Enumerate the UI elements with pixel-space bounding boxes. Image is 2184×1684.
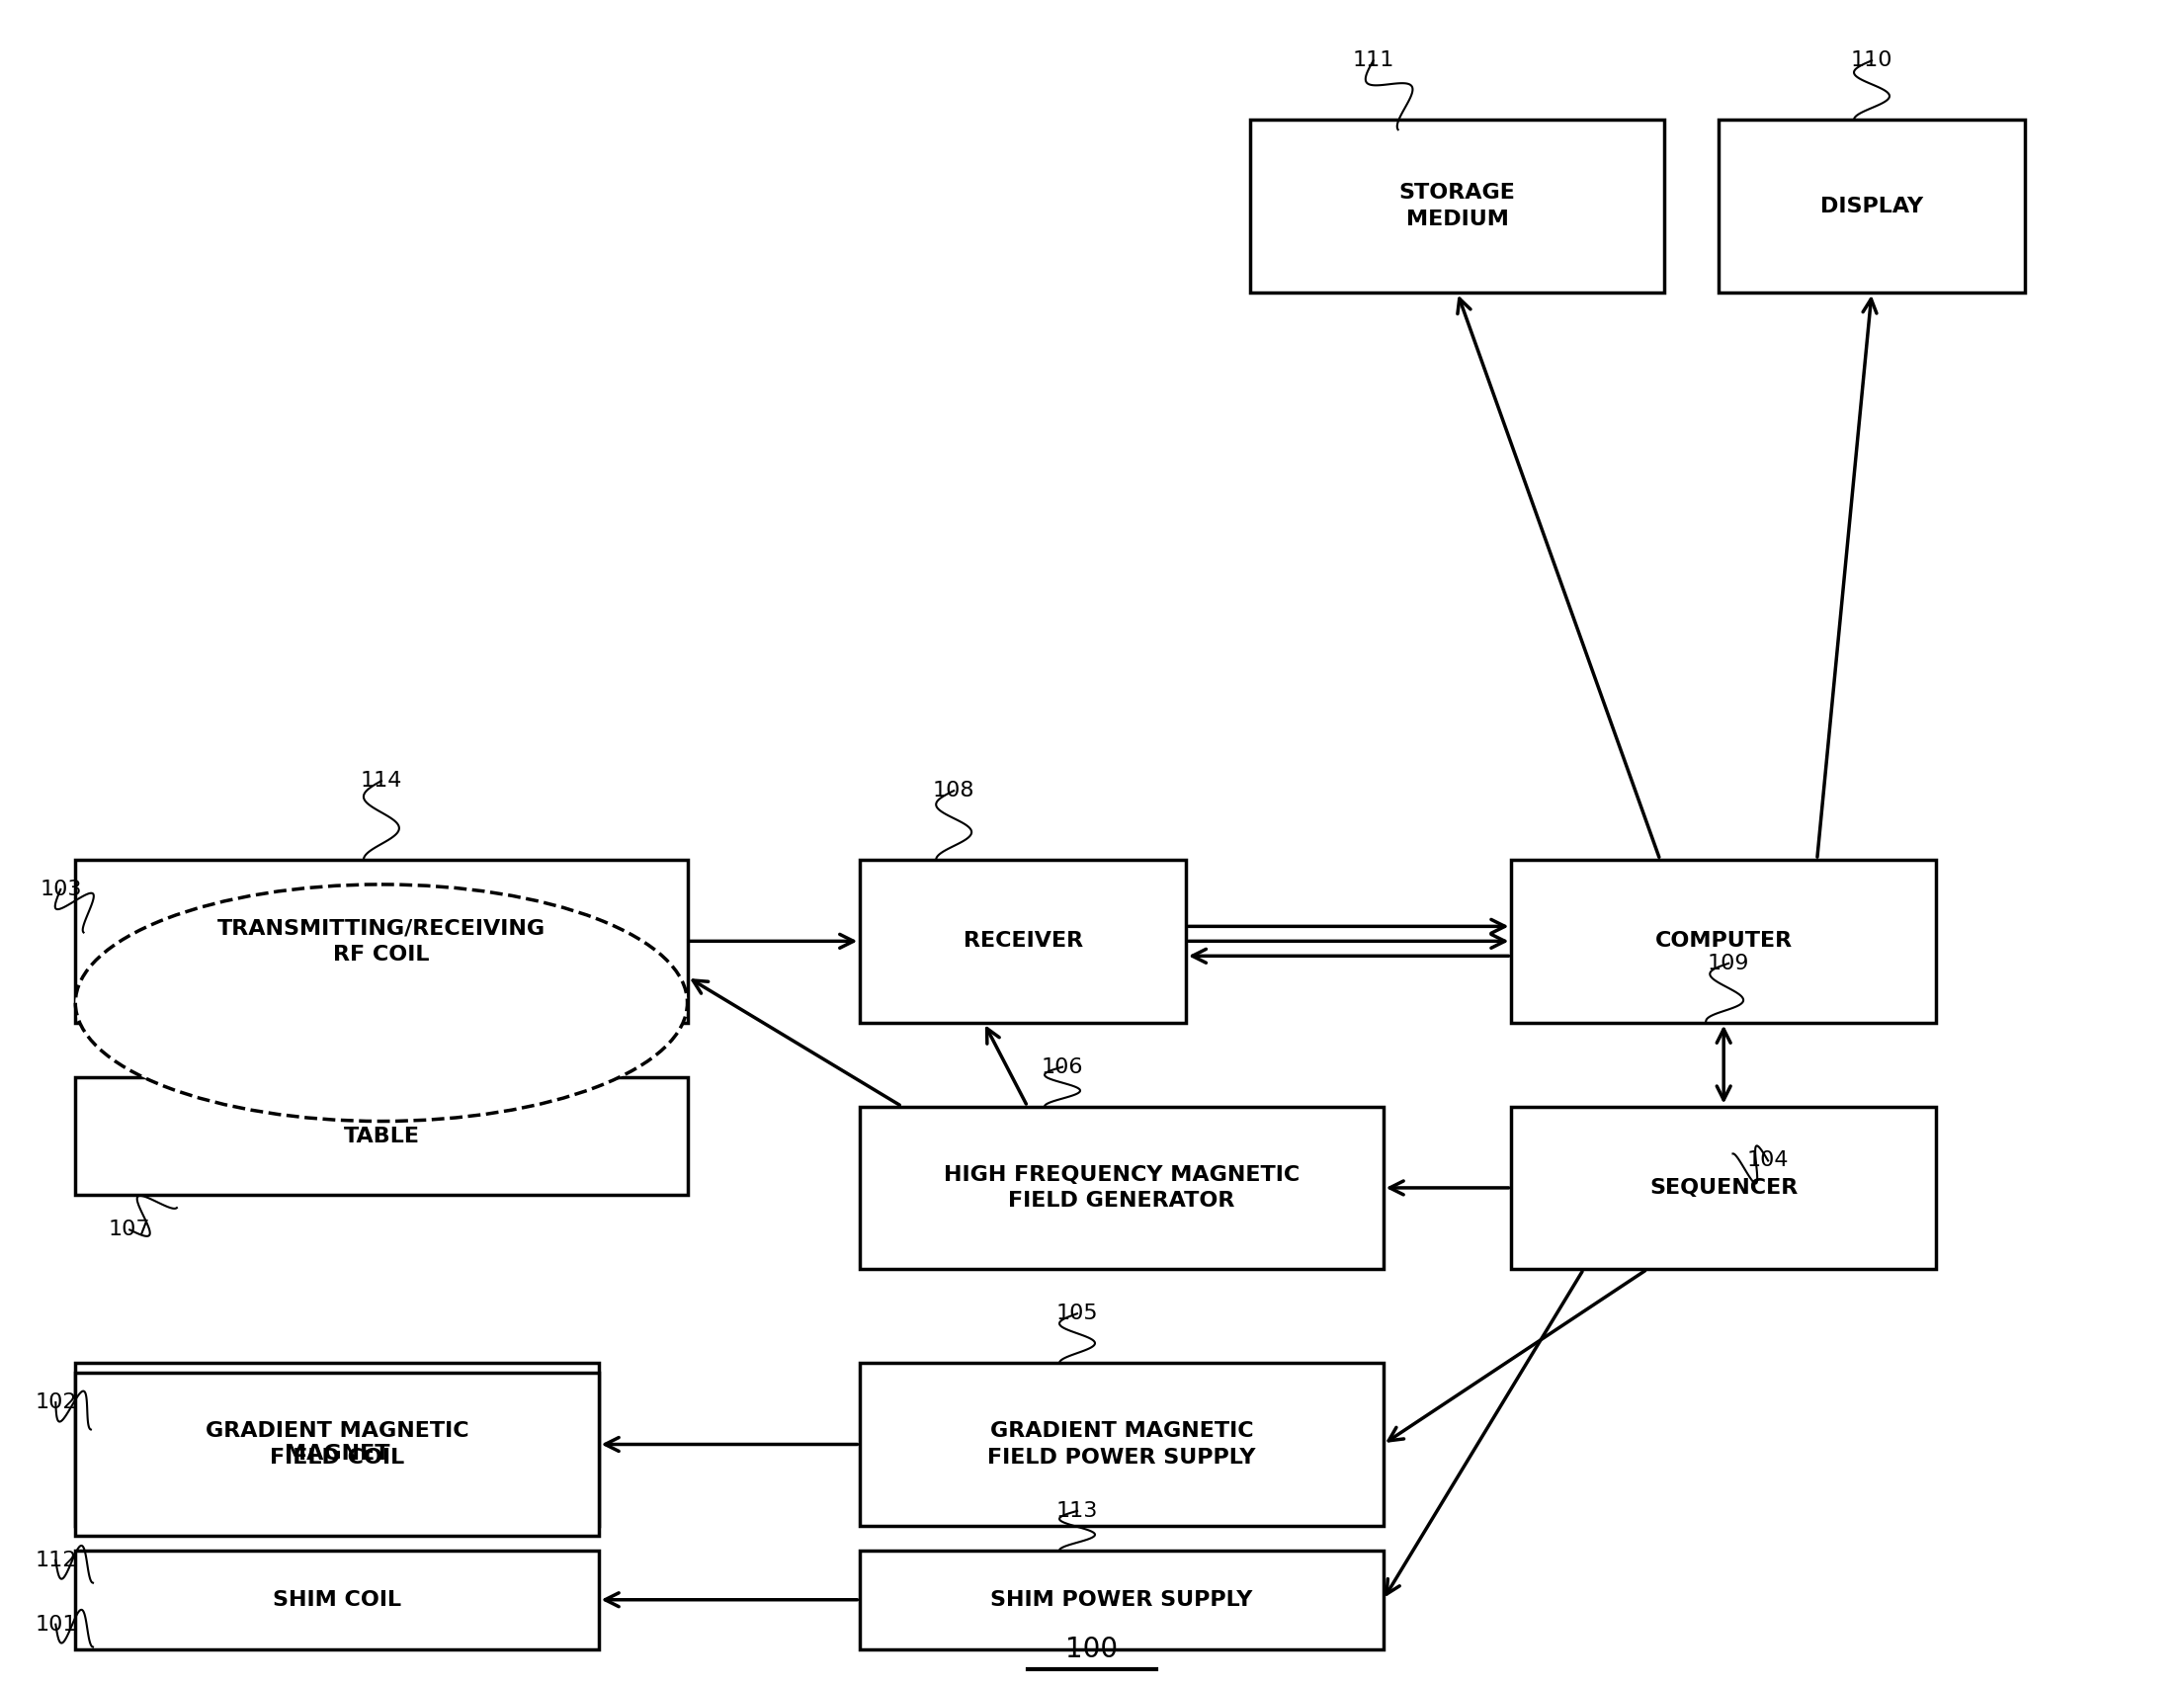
Bar bbox=[860, 1106, 1382, 1270]
Text: 104: 104 bbox=[1747, 1150, 1789, 1170]
Bar bbox=[1719, 120, 2025, 293]
Text: COMPUTER: COMPUTER bbox=[1655, 931, 1793, 951]
Text: 107: 107 bbox=[109, 1219, 151, 1239]
Text: TABLE: TABLE bbox=[343, 1127, 419, 1145]
Text: HIGH FREQUENCY MAGNETIC
FIELD GENERATOR: HIGH FREQUENCY MAGNETIC FIELD GENERATOR bbox=[943, 1165, 1299, 1211]
Text: 102: 102 bbox=[35, 1393, 76, 1413]
Text: MAGNET: MAGNET bbox=[284, 1445, 389, 1463]
Bar bbox=[860, 1551, 1382, 1649]
Text: DISPLAY: DISPLAY bbox=[1819, 197, 1924, 216]
Text: 108: 108 bbox=[933, 781, 974, 800]
Text: 109: 109 bbox=[1708, 953, 1749, 973]
Text: STORAGE
MEDIUM: STORAGE MEDIUM bbox=[1400, 184, 1516, 229]
Text: SHIM POWER SUPPLY: SHIM POWER SUPPLY bbox=[992, 1590, 1254, 1610]
Text: GRADIENT MAGNETIC
FIELD COIL: GRADIENT MAGNETIC FIELD COIL bbox=[205, 1421, 470, 1467]
Bar bbox=[860, 1362, 1382, 1526]
Bar bbox=[76, 861, 688, 1022]
Ellipse shape bbox=[76, 884, 688, 1122]
Text: 100: 100 bbox=[1066, 1635, 1118, 1662]
Bar bbox=[76, 1372, 598, 1536]
Text: SEQUENCER: SEQUENCER bbox=[1649, 1177, 1797, 1197]
Text: TRANSMITTING/RECEIVING
RF COIL: TRANSMITTING/RECEIVING RF COIL bbox=[216, 918, 546, 963]
Text: SHIM COIL: SHIM COIL bbox=[273, 1590, 402, 1610]
Text: 105: 105 bbox=[1057, 1303, 1099, 1324]
Text: RECEIVER: RECEIVER bbox=[963, 931, 1083, 951]
Text: 114: 114 bbox=[360, 771, 402, 791]
Bar bbox=[860, 861, 1186, 1022]
Text: 112: 112 bbox=[35, 1551, 76, 1569]
Bar bbox=[76, 1362, 598, 1526]
Bar bbox=[76, 1551, 598, 1649]
Text: 106: 106 bbox=[1042, 1058, 1083, 1076]
Bar bbox=[76, 1076, 688, 1196]
Text: 101: 101 bbox=[35, 1615, 76, 1633]
Text: 111: 111 bbox=[1352, 51, 1393, 71]
Bar bbox=[1249, 120, 1664, 293]
Bar bbox=[1511, 1106, 1935, 1270]
Text: 110: 110 bbox=[1850, 51, 1894, 71]
Text: 103: 103 bbox=[39, 879, 81, 899]
Text: GRADIENT MAGNETIC
FIELD POWER SUPPLY: GRADIENT MAGNETIC FIELD POWER SUPPLY bbox=[987, 1421, 1256, 1467]
Text: 113: 113 bbox=[1057, 1500, 1099, 1521]
Bar bbox=[1511, 861, 1935, 1022]
